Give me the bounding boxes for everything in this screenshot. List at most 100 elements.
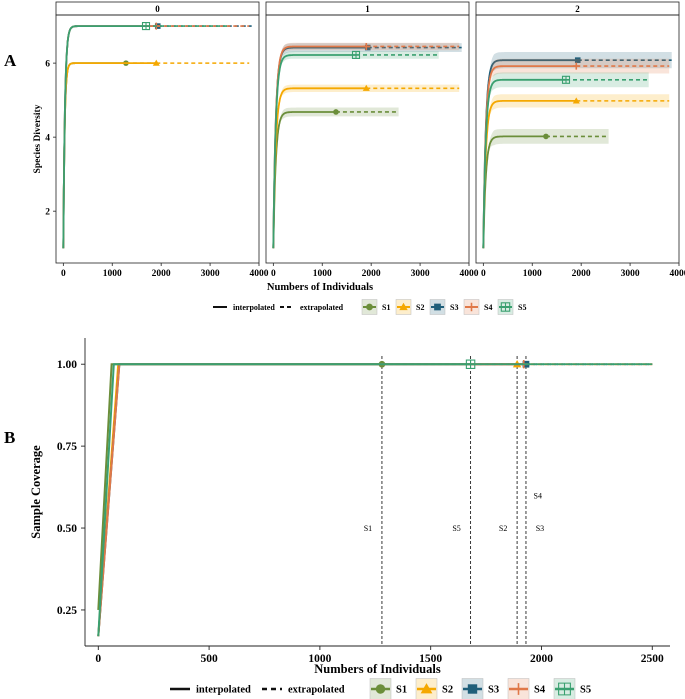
confidence-band-S3 <box>273 43 462 249</box>
series-S1 <box>482 129 609 249</box>
observed-marker-S4 <box>362 42 370 50</box>
series-S3 <box>62 23 252 249</box>
legend-key-S3 <box>461 678 484 699</box>
series-S2 <box>272 84 460 249</box>
interpolated-line-S1 <box>97 363 382 611</box>
legend-key-S3 <box>429 299 446 315</box>
interpolated-line-S5 <box>272 54 356 249</box>
interpolated-line-S4 <box>482 65 577 249</box>
x-tick-label: 1000 <box>103 269 122 279</box>
facet-strip-label: 0 <box>155 4 160 14</box>
facet-border <box>55 14 260 264</box>
legend-key-S1 <box>361 299 378 315</box>
observed-marker-S5 <box>141 22 151 31</box>
legend-label-extrapolated: extrapolated <box>288 685 345 696</box>
legend-label-interpolated: interpolated <box>196 685 251 696</box>
series-S5 <box>482 72 649 249</box>
interpolated-line-S5 <box>482 78 566 249</box>
x-tick-label: 500 <box>200 653 218 665</box>
x-tick-label: 2000 <box>362 269 381 279</box>
legend-a: interpolated extrapolated S1 S2 S3 S4 S5 <box>213 299 526 315</box>
y-axis-label: Species Diversity <box>33 104 43 173</box>
y-tick-label: 1.00 <box>57 359 77 371</box>
legend-marker <box>366 303 373 311</box>
observed-marker-S2 <box>362 84 370 91</box>
x-tick-label: 3000 <box>621 269 640 279</box>
reference-label-S3: S3 <box>536 524 544 533</box>
x-tick-label: 3000 <box>411 269 430 279</box>
x-tick-label: 0 <box>481 269 486 279</box>
x-tick-label: 4000 <box>250 269 269 279</box>
observed-marker-S1 <box>333 109 339 115</box>
confidence-band-S1 <box>483 129 609 249</box>
reference-label-S1: S1 <box>364 524 372 533</box>
facet-2: 2 0 1000 2000 3000 4000 <box>475 1 685 279</box>
x-tick-label: 0 <box>61 269 66 279</box>
x-tick-label: 1000 <box>308 653 331 665</box>
confidence-band-S4 <box>273 42 460 249</box>
facet-strip-label: 1 <box>365 4 370 14</box>
observed-marker-S5 <box>561 75 571 84</box>
x-tick-label: 1000 <box>313 269 332 279</box>
legend-b: interpolated extrapolated S1 S2 S3 S4 S5 <box>170 678 591 699</box>
reference-label-S4: S4 <box>534 491 542 500</box>
x-tick-label: 1000 <box>523 269 542 279</box>
legend-marker <box>434 303 441 311</box>
facet-border <box>475 14 680 264</box>
facet-strip-label: 2 <box>575 4 580 14</box>
x-tick-label: 2000 <box>152 269 171 279</box>
interpolated-line-S3 <box>482 59 578 249</box>
series-S1 <box>62 60 157 249</box>
facet-border <box>265 14 470 264</box>
interpolated-line-S2 <box>62 62 157 249</box>
facet-0: 0 0 1000 2000 3000 4000 <box>55 1 269 279</box>
series-S1 <box>272 107 399 249</box>
interpolated-line-S2 <box>97 363 518 637</box>
series-S4 <box>62 22 250 249</box>
observed-marker-S4 <box>572 62 580 70</box>
interpolated-line-S1 <box>62 62 126 249</box>
legend-label-extrapolated: extrapolated <box>300 303 344 312</box>
interpolated-line-S2 <box>272 87 367 249</box>
y-tick-label: 2 <box>45 208 50 218</box>
legend-key-S4 <box>463 299 480 315</box>
observed-marker-S3 <box>574 57 581 63</box>
legend-key-S5 <box>553 678 576 699</box>
legend-key-S2 <box>395 299 412 315</box>
y-axis-label: Sample Coverage <box>29 445 43 539</box>
legend-label-S1: S1 <box>396 685 407 696</box>
legend-marker <box>512 683 525 695</box>
legend-label-S2: S2 <box>416 303 424 312</box>
facet-series <box>272 42 462 249</box>
observed-marker-S2 <box>152 59 160 66</box>
legend-marker <box>467 684 478 694</box>
observed-marker-S3 <box>364 44 371 51</box>
series-S3 <box>482 52 672 249</box>
x-tick-label: 0 <box>95 653 101 665</box>
observed-marker-S1 <box>543 133 549 140</box>
legend-marker <box>500 302 511 312</box>
legend-marker <box>399 302 408 311</box>
y-tick-label: 4 <box>45 134 50 144</box>
series-S2 <box>62 59 250 249</box>
legend-key-S4 <box>507 678 530 699</box>
series-S5 <box>62 22 229 249</box>
legend-label-S4: S4 <box>484 303 492 312</box>
series-S4 <box>97 360 653 637</box>
legend-key-S2 <box>415 678 438 699</box>
legend-label-S4: S4 <box>534 685 546 696</box>
series-S3 <box>97 360 653 637</box>
x-axis-label: Numbers of Individuals <box>314 662 441 676</box>
interpolated-line-S4 <box>97 363 524 637</box>
legend-marker <box>558 682 571 696</box>
x-tick-label: 4000 <box>670 269 685 279</box>
interpolated-line-S5 <box>62 25 146 249</box>
y-tick-label: 6 <box>45 60 50 70</box>
legend-marker <box>467 302 476 312</box>
series-S1 <box>97 360 653 611</box>
confidence-band-S2 <box>483 94 670 249</box>
legend-marker <box>375 684 386 694</box>
reference-label-S2: S2 <box>499 524 507 533</box>
x-tick-label: 2500 <box>641 653 664 665</box>
